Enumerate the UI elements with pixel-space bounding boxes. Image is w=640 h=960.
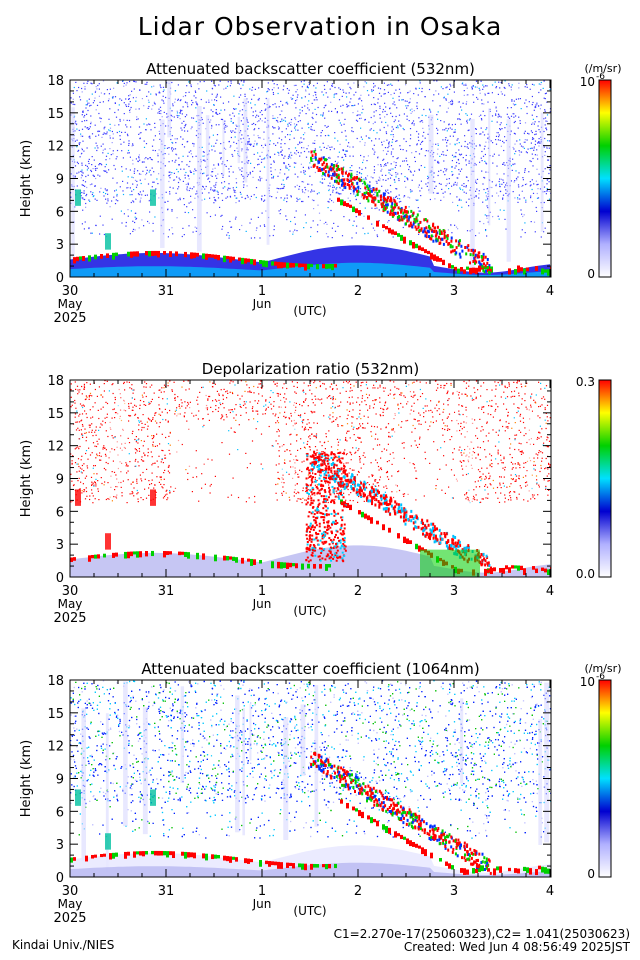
y-tick-label: 15 xyxy=(47,107,64,122)
y-tick-label: 3 xyxy=(56,238,64,253)
y-tick-label: 15 xyxy=(47,707,64,722)
y-axis-label: Height (km) xyxy=(19,140,34,217)
colorbar-max-label: 10 xyxy=(580,675,595,689)
colorbar-min-label: 0 xyxy=(587,267,595,281)
y-tick-label: 6 xyxy=(56,205,64,220)
chart-panel-2: Depolarization ratio (532nm)0369121518He… xyxy=(19,360,612,626)
y-axis-label: Height (km) xyxy=(19,440,34,517)
plot-area xyxy=(70,80,551,277)
y-tick-label: 18 xyxy=(47,74,64,89)
x-year-label: 2025 xyxy=(53,611,86,626)
plot-area xyxy=(70,380,551,577)
colorbar-unit: (/m/sr) xyxy=(585,662,622,675)
x-tick-label: 3 xyxy=(450,884,458,899)
x-tick-label: 2 xyxy=(354,284,362,299)
y-tick-label: 18 xyxy=(47,674,64,689)
x-month-label: May xyxy=(58,597,83,611)
x-tick-label: 30 xyxy=(62,884,79,899)
x-month-label: Jun xyxy=(252,297,272,311)
x-month-label: Jun xyxy=(252,897,272,911)
x-axis-label: (UTC) xyxy=(293,604,326,618)
colorbar-exponent: -6 xyxy=(596,72,605,82)
x-tick-label: 1 xyxy=(258,284,266,299)
y-tick-label: 6 xyxy=(56,805,64,820)
y-axis-label: Height (km) xyxy=(19,740,34,817)
x-tick-label: 4 xyxy=(546,284,554,299)
colorbar xyxy=(598,379,612,578)
colorbar-max-label: 0.3 xyxy=(576,375,595,389)
y-tick-label: 0 xyxy=(56,871,64,886)
colorbar-min-label: 0 xyxy=(587,867,595,881)
x-month-label: May xyxy=(58,897,83,911)
y-tick-label: 15 xyxy=(47,407,64,422)
y-tick-label: 3 xyxy=(56,538,64,553)
x-tick-label: 4 xyxy=(546,584,554,599)
y-tick-label: 9 xyxy=(56,773,64,788)
x-tick-label: 30 xyxy=(62,284,79,299)
y-tick-label: 6 xyxy=(56,505,64,520)
page-title: Lidar Observation in Osaka xyxy=(137,12,503,41)
x-tick-label: 2 xyxy=(354,584,362,599)
x-tick-label: 1 xyxy=(258,584,266,599)
y-tick-label: 12 xyxy=(47,440,64,455)
x-tick-label: 31 xyxy=(158,584,175,599)
colorbar-min-label: 0.0 xyxy=(576,567,595,581)
x-month-label: May xyxy=(58,297,83,311)
y-tick-label: 9 xyxy=(56,173,64,188)
colorbar xyxy=(598,79,612,278)
y-tick-label: 0 xyxy=(56,271,64,286)
x-tick-label: 31 xyxy=(158,884,175,899)
plot-background xyxy=(70,680,551,877)
x-axis-label: (UTC) xyxy=(293,904,326,918)
x-tick-label: 30 xyxy=(62,584,79,599)
credit-label: Kindai Univ./NIES xyxy=(12,938,115,952)
chart-panel-1: Attenuated backscatter coefficient (532n… xyxy=(19,60,621,326)
plot-background xyxy=(70,80,551,277)
plot-area xyxy=(70,680,551,877)
x-tick-label: 3 xyxy=(450,584,458,599)
y-tick-label: 12 xyxy=(47,140,64,155)
chart-title: Attenuated backscatter coefficient (532n… xyxy=(146,60,475,78)
y-tick-label: 18 xyxy=(47,374,64,389)
colorbar xyxy=(598,679,612,878)
y-tick-label: 3 xyxy=(56,838,64,853)
x-year-label: 2025 xyxy=(53,311,86,326)
plot-background xyxy=(70,380,551,577)
x-axis-label: (UTC) xyxy=(293,304,326,318)
colorbar-exponent: -6 xyxy=(596,672,605,682)
chart-title: Attenuated backscatter coefficient (1064… xyxy=(141,660,479,678)
y-tick-label: 9 xyxy=(56,473,64,488)
x-tick-label: 31 xyxy=(158,284,175,299)
x-tick-label: 4 xyxy=(546,884,554,899)
x-month-label: Jun xyxy=(252,597,272,611)
colorbar-unit: (/m/sr) xyxy=(585,62,622,75)
x-tick-label: 3 xyxy=(450,284,458,299)
y-tick-label: 0 xyxy=(56,571,64,586)
calibration-constants: C1=2.270e-17(25060323),C2= 1.041(2503062… xyxy=(333,927,630,941)
created-timestamp: Created: Wed Jun 4 08:56:49 2025JST xyxy=(403,940,630,954)
footer-info: C1=2.270e-17(25060323),C2= 1.041(2503062… xyxy=(334,928,630,954)
y-tick-label: 12 xyxy=(47,740,64,755)
chart-title: Depolarization ratio (532nm) xyxy=(202,360,420,378)
x-year-label: 2025 xyxy=(53,911,86,926)
x-tick-label: 1 xyxy=(258,884,266,899)
x-tick-label: 2 xyxy=(354,884,362,899)
chart-panel-3: Attenuated backscatter coefficient (1064… xyxy=(19,660,621,926)
colorbar-max-label: 10 xyxy=(580,75,595,89)
